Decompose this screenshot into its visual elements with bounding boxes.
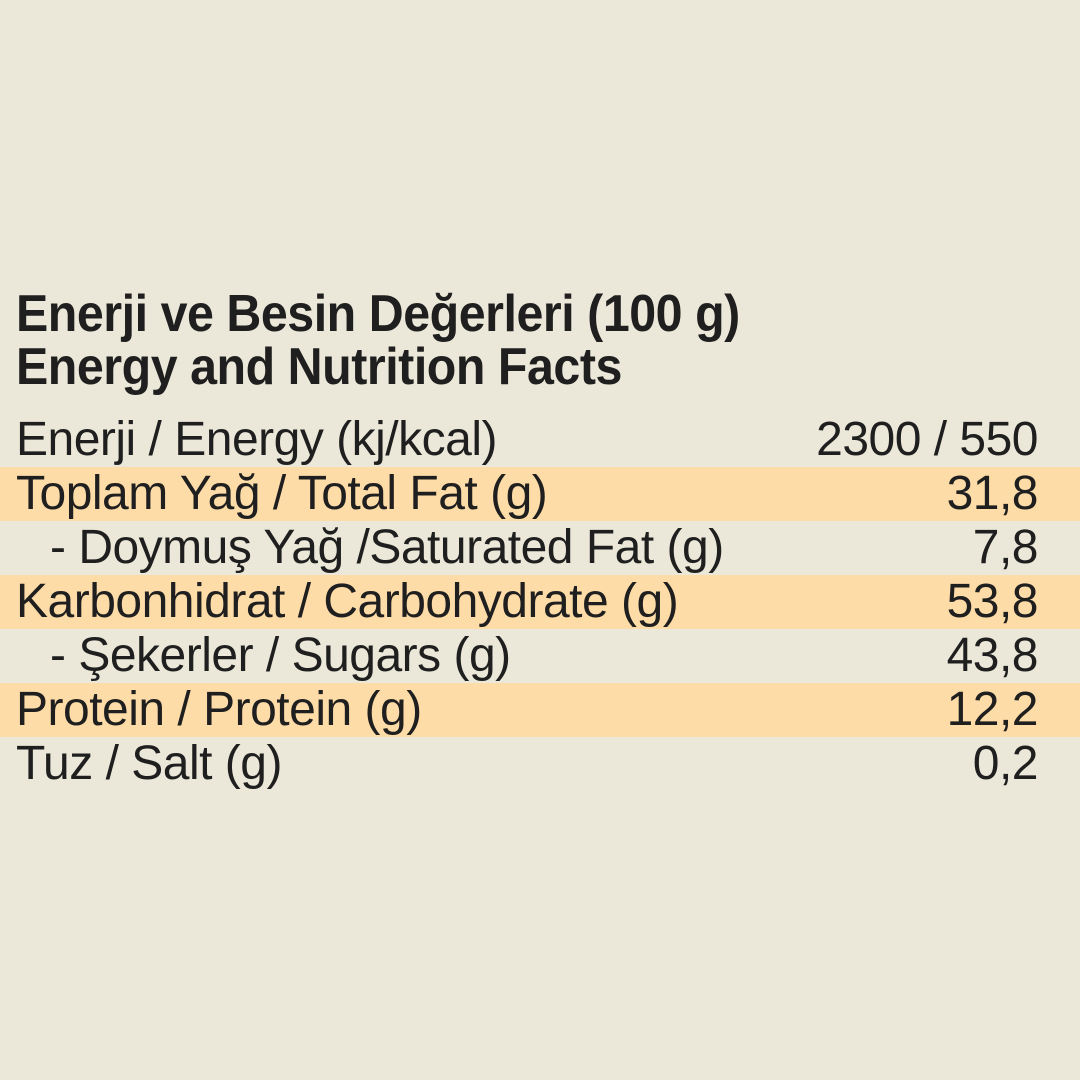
nutrient-name: Protein / Protein (g)	[16, 683, 422, 736]
label-title: Enerji ve Besin Değerleri (100 g) Energy…	[16, 288, 740, 394]
nutrient-name: - Doymuş Yağ /Saturated Fat (g)	[50, 521, 724, 574]
title-line-turkish: Enerji ve Besin Değerleri (100 g)	[16, 285, 740, 343]
nutrient-value: 43,8	[946, 629, 1039, 682]
nutrient-value: 0,2	[972, 737, 1039, 790]
nutrient-value: 2300 / 550	[816, 413, 1038, 466]
nutrition-table: Enerji / Energy (kj/kcal) 2300 / 550 Top…	[0, 413, 1080, 791]
nutrient-name: Tuz / Salt (g)	[16, 737, 282, 790]
nutrient-name: - Şekerler / Sugars (g)	[50, 629, 511, 682]
table-row-carbohydrate: Karbonhidrat / Carbohydrate (g) 53,8	[0, 575, 1080, 629]
nutrient-value: 31,8	[946, 467, 1039, 520]
table-row-total-fat: Toplam Yağ / Total Fat (g) 31,8	[0, 467, 1080, 521]
nutrient-name: Toplam Yağ / Total Fat (g)	[16, 467, 548, 520]
table-row-protein: Protein / Protein (g) 12,2	[0, 683, 1080, 737]
nutrient-value: 7,8	[972, 521, 1039, 574]
nutrient-name: Enerji / Energy (kj/kcal)	[16, 413, 497, 466]
title-line-english: Energy and Nutrition Facts	[16, 338, 622, 396]
nutrient-value: 12,2	[946, 683, 1039, 736]
nutrient-value: 53,8	[946, 575, 1039, 628]
table-row-saturated-fat: - Doymuş Yağ /Saturated Fat (g) 7,8	[0, 521, 1080, 575]
table-row-salt: Tuz / Salt (g) 0,2	[0, 737, 1080, 791]
nutrient-name: Karbonhidrat / Carbohydrate (g)	[16, 575, 679, 628]
table-row-energy: Enerji / Energy (kj/kcal) 2300 / 550	[0, 413, 1080, 467]
table-row-sugars: - Şekerler / Sugars (g) 43,8	[0, 629, 1080, 683]
